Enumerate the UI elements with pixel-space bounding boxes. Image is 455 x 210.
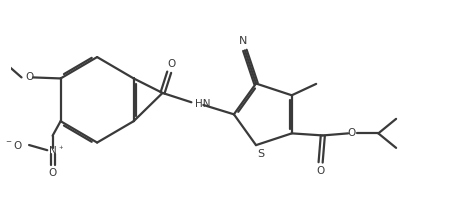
Text: N: N bbox=[49, 146, 56, 156]
Text: O: O bbox=[48, 168, 56, 178]
Text: HN: HN bbox=[194, 99, 210, 109]
Text: $^+$: $^+$ bbox=[57, 145, 64, 154]
Text: O: O bbox=[25, 72, 33, 82]
Text: O: O bbox=[316, 166, 324, 176]
Text: O: O bbox=[167, 59, 175, 69]
Text: S: S bbox=[256, 149, 263, 159]
Text: O: O bbox=[347, 128, 355, 138]
Text: N: N bbox=[238, 36, 246, 46]
Text: $^-$O: $^-$O bbox=[4, 139, 23, 151]
